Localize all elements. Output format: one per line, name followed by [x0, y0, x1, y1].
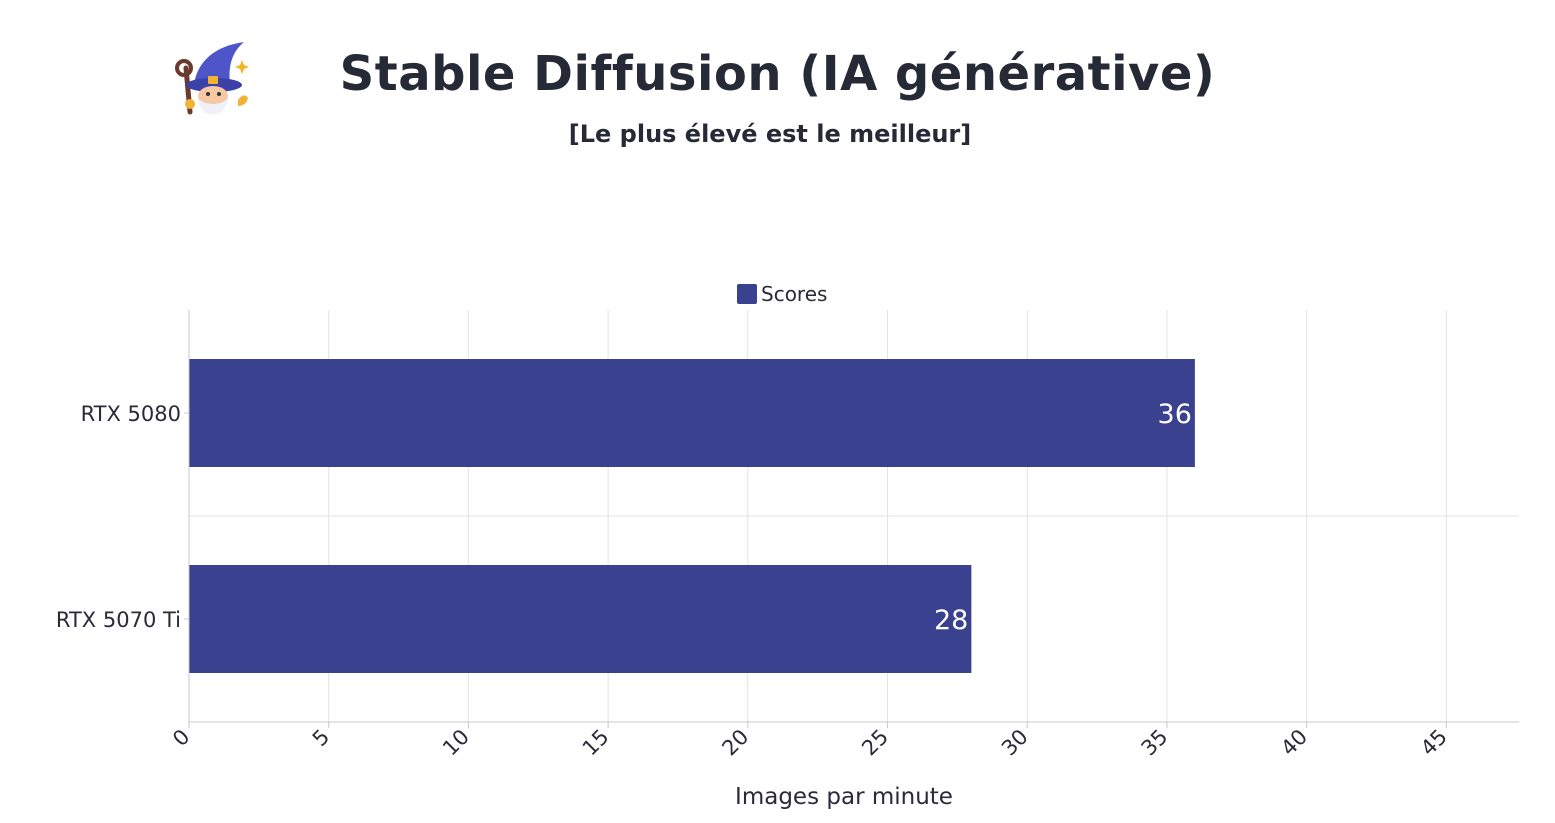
- wizard-icon: [175, 42, 249, 115]
- chart-title: Stable Diffusion (IA générative): [339, 46, 1216, 102]
- x-tick-label: 35: [1137, 725, 1173, 761]
- bar-value-label: 36: [1158, 399, 1192, 430]
- x-tick-label: 15: [578, 725, 614, 761]
- x-tick-label: 25: [857, 725, 893, 761]
- legend: Scores: [737, 282, 827, 306]
- x-tick-label: 30: [997, 725, 1033, 761]
- category-label: RTX 5070 Ti: [56, 608, 181, 632]
- bars: [189, 359, 1195, 673]
- chart-subtitle: [Le plus élevé est le meilleur]: [568, 120, 972, 148]
- bar-1: [189, 565, 972, 673]
- x-axis-title: Images par minute: [735, 784, 953, 810]
- x-tick-label: 40: [1276, 725, 1312, 761]
- x-tick-label: 20: [717, 725, 753, 761]
- category-label: RTX 5080: [81, 402, 181, 426]
- x-tick-label: 5: [308, 725, 334, 751]
- bar-value-label: 28: [934, 605, 968, 636]
- axes: [184, 310, 1519, 728]
- x-tick-label: 0: [168, 725, 194, 751]
- x-tick-label: 10: [438, 725, 474, 761]
- legend-label: Scores: [761, 282, 827, 306]
- legend-swatch: [737, 284, 757, 304]
- x-tick-label: 45: [1416, 725, 1452, 761]
- bar-0: [189, 359, 1195, 467]
